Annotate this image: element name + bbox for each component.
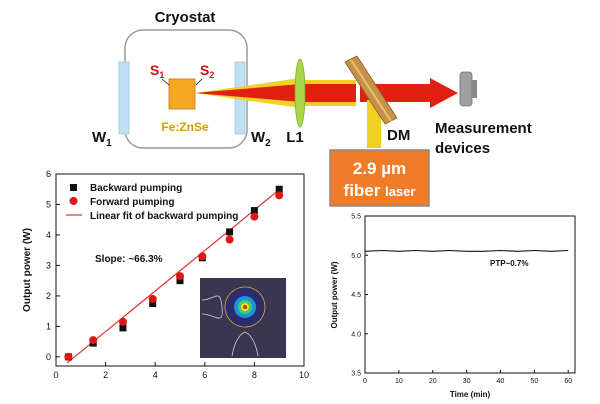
measurement-label-line1: Measurement xyxy=(435,120,532,137)
s2-label: S2 xyxy=(200,62,214,80)
chart2-y-tick-label: 4.0 xyxy=(351,331,361,338)
chart1-y-tick-label: 5 xyxy=(46,199,51,209)
s2-pointer xyxy=(195,78,203,86)
s1-pointer xyxy=(161,78,170,86)
chart1-y-tick-label: 4 xyxy=(46,230,51,240)
chart1-y-tick-label: 6 xyxy=(46,169,51,179)
fiber-laser-box xyxy=(329,149,430,207)
legend-marker-forward xyxy=(69,197,78,205)
chart2-x-tick-label: 10 xyxy=(395,378,403,385)
backward-point xyxy=(119,324,127,332)
chart2-x-axis-label: Time (min) xyxy=(450,390,491,399)
w1-label: W1 xyxy=(92,129,112,149)
chart2-y-axis-label: Output power (W) xyxy=(330,261,339,328)
forward-point xyxy=(250,212,259,221)
chart-power-vs-time: 0 10 20 30 40 50 60 3.5 4.0 4.5 5.0 5.5 PTP~0.7% Ti… xyxy=(330,214,576,399)
chart2-x-tick-label: 40 xyxy=(497,378,505,385)
w2-label: W2 xyxy=(251,129,271,149)
beam-profile-inset xyxy=(200,278,286,358)
fit-line xyxy=(66,187,283,364)
dichroic-mirror-coating xyxy=(350,59,392,122)
s1-label: S1 xyxy=(150,62,164,80)
window-w1 xyxy=(118,61,130,135)
forward-point xyxy=(118,317,127,326)
forward-point xyxy=(64,352,73,361)
laser-label-line2: fiber laser xyxy=(344,181,416,200)
chart1-marks xyxy=(64,185,284,364)
chart1-annotation: Slope: ~66.3% xyxy=(95,254,163,265)
dm-label: DM xyxy=(387,127,410,144)
legend-marker-backward xyxy=(70,184,77,191)
forward-point xyxy=(225,235,234,244)
backward-point xyxy=(226,228,234,236)
detector-back xyxy=(472,80,477,98)
lens-l1 xyxy=(294,58,306,128)
chart1-y-axis-label: Output power (W) xyxy=(22,228,33,312)
chart2-x-tick-label: 60 xyxy=(564,378,572,385)
legend-label-forward: Forward pumping xyxy=(90,197,174,208)
chart2-marks xyxy=(364,249,569,252)
chart1-legend: Backward pumping Forward pumping Linear … xyxy=(66,183,238,222)
output-beam-cone xyxy=(195,84,300,102)
pump-beam-bottom xyxy=(300,102,356,106)
chart1-y-tick-label: 1 xyxy=(46,321,51,331)
detector-head xyxy=(459,71,473,107)
forward-point xyxy=(89,336,98,345)
chart2-x-tick-label: 50 xyxy=(530,378,538,385)
chart1-x-tick-label: 10 xyxy=(299,370,309,380)
laser-label-line1: 2.9 µm xyxy=(353,159,406,178)
chart1-y-tick-label: 3 xyxy=(46,260,51,270)
forward-point xyxy=(198,252,207,261)
forward-point xyxy=(275,191,284,200)
chart2-annotation: PTP~0.7% xyxy=(490,259,528,268)
legend-label-backward: Backward pumping xyxy=(90,183,182,194)
backward-point xyxy=(275,185,283,193)
chart1-frame xyxy=(55,173,305,367)
chart2-x-tick-label: 0 xyxy=(363,378,367,385)
crystal-block xyxy=(168,78,196,110)
lens-label: L1 xyxy=(286,129,304,146)
chart1-x-tick-label: 0 xyxy=(53,370,58,380)
chart1-x-tick-label: 6 xyxy=(202,370,207,380)
chart2-ticks: 0 10 20 30 40 50 60 3.5 4.0 4.5 5.0 5.5 xyxy=(351,214,572,386)
chart2-y-tick-label: 4.5 xyxy=(351,292,361,299)
optical-setup: Cryostat W1 W2 Fe:ZnSe S1 S2 L1 DM xyxy=(92,9,532,207)
chart2-y-tick-label: 5.0 xyxy=(351,253,361,260)
backward-point xyxy=(176,277,184,285)
chart2-y-tick-label: 5.5 xyxy=(351,214,361,221)
chart-power-vs-pump: 0 2 4 6 8 10 0 1 2 3 4 5 6 Backward pumping Forward … xyxy=(22,169,309,380)
chart1-x-tick-label: 8 xyxy=(252,370,257,380)
pump-beam-top xyxy=(300,80,356,84)
inset-profile-y xyxy=(201,295,223,319)
measurement-label-line2: devices xyxy=(435,140,490,157)
cryostat-label: Cryostat xyxy=(155,9,216,26)
backward-point xyxy=(149,300,157,308)
forward-point xyxy=(176,272,184,281)
chart2-y-tick-label: 3.5 xyxy=(351,371,361,378)
inset-profile-x xyxy=(231,331,259,357)
chart2-frame xyxy=(364,215,576,374)
legend-label-fit: Linear fit of backward pumping xyxy=(90,211,238,222)
chart1-x-tick-label: 4 xyxy=(153,370,158,380)
chart1-y-tick-label: 2 xyxy=(46,291,51,301)
crystal-label: Fe:ZnSe xyxy=(161,120,209,134)
backward-point xyxy=(250,207,258,215)
inset-peak xyxy=(243,305,247,309)
chart2-x-tick-label: 30 xyxy=(463,378,471,385)
chart1-x-tick-label: 2 xyxy=(103,370,108,380)
chart1-y-tick-label: 0 xyxy=(46,352,51,362)
forward-point xyxy=(148,294,157,303)
chart1-ticks: 0 2 4 6 8 10 0 1 2 3 4 5 6 xyxy=(46,169,309,380)
stability-trace xyxy=(364,249,569,252)
output-beam-to-dm xyxy=(300,84,356,102)
chart2-x-tick-label: 20 xyxy=(429,378,437,385)
